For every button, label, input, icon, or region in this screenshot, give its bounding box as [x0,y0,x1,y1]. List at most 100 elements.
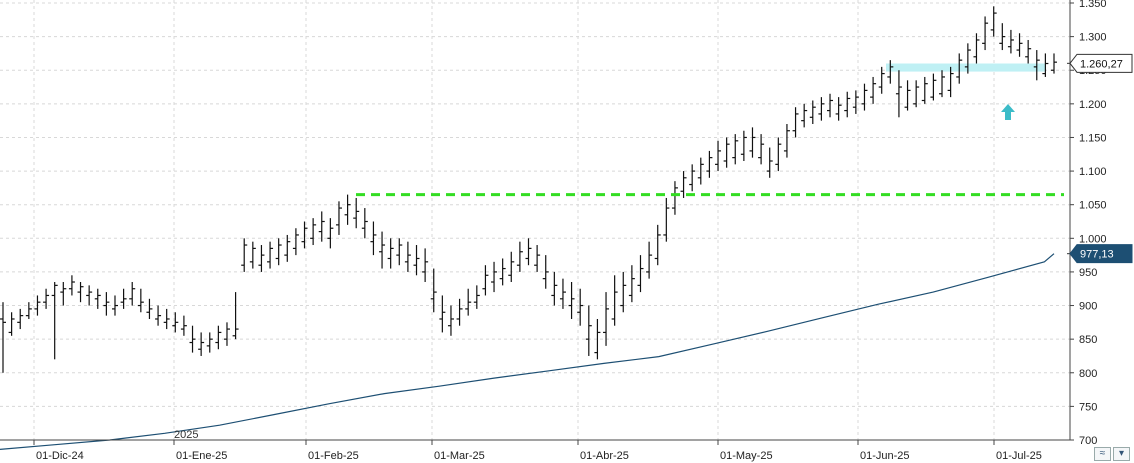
ohlc-bar [1051,53,1057,74]
year-marker: 2025 [174,429,198,441]
y-tick-label: 900 [1079,301,1097,313]
x-tick-label: 01-Abr-25 [580,450,629,462]
ohlc-bar [335,201,342,235]
ohlc-bar [17,308,24,330]
ohlc-bar [534,245,541,272]
ohlc-bar [189,325,196,353]
ohlc-bar [120,288,127,309]
ohlc-bar [439,295,446,333]
resistance-zone [886,63,1046,72]
x-tick-label: 01-Dic-24 [36,450,84,462]
moving-average-flag: 977,13 [1067,244,1133,264]
ohlc-bar [663,197,670,242]
ohlc-bar [904,80,911,111]
y-tick-label: 1.000 [1079,233,1107,245]
ohlc-bar [318,211,325,242]
ohlc-bar [68,275,75,296]
ohlc-bar [223,322,230,346]
ohlc-bar [973,33,980,64]
ohlc-bar [379,231,386,269]
plot-area[interactable] [0,0,1070,440]
ohlc-bar [680,171,687,198]
ohlc-bars [0,6,1057,373]
ohlc-bar [982,16,989,51]
ohlc-bar [267,241,274,269]
ohlc-bar [516,241,523,272]
ohlc-bar [129,282,136,306]
ohlc-bar [766,147,773,178]
ohlc-bar [241,238,248,272]
collapse-icon[interactable]: ▾ [1113,447,1130,461]
x-tick-label: 01-Jul-25 [996,450,1042,462]
ohlc-bar [413,245,420,276]
x-tick-label: 01-May-25 [720,450,773,462]
ohlc-bar [284,234,291,262]
ohlc-bar [620,271,627,313]
ohlc-bar [758,134,765,165]
ohlc-bar [792,107,799,138]
ohlc-bar [155,305,162,326]
y-tick-label: 1.350 [1079,0,1107,10]
ohlc-bar [697,157,704,185]
moving-average-line [0,253,1055,450]
ohlc-bar [835,97,842,121]
ohlc-bar [990,6,997,37]
ohlc-bar [361,208,368,239]
ohlc-bar [482,265,489,296]
ohlc-bar [249,241,256,269]
y-tick-label: 1.100 [1079,166,1107,178]
ohlc-bar [387,238,394,269]
ohlc-bar [404,241,411,272]
ohlc-bar [706,150,713,178]
ohlc-bar [715,140,722,172]
x-tick-label: 01-Ene-25 [176,450,227,462]
y-tick-label: 1.150 [1079,132,1107,144]
ohlc-bar [809,100,816,125]
ohlc-bar [861,83,868,111]
ohlc-bar [215,325,222,350]
ohlc-bar [430,268,437,313]
up-arrow-icon [1001,104,1015,120]
ohlc-bar [163,308,170,330]
ohlc-bar [956,53,963,84]
ohlc-bar [1033,50,1040,81]
ohlc-bar [628,265,635,303]
x-tick-label: 01-Jun-25 [860,450,910,462]
ohlc-bar [456,298,463,326]
ohlc-bar [301,221,308,249]
x-tick-label: 01-Feb-25 [308,450,359,462]
y-tick-label: 700 [1079,435,1097,447]
ohlc-bar [852,90,859,114]
scale-toggle-icon[interactable]: ≈ [1094,447,1111,461]
ohlc-bar [603,292,610,346]
ohlc-bar [258,245,265,272]
gridlines [0,0,1070,441]
y-tick-label: 1.200 [1079,99,1107,111]
flag-label: 977,13 [1080,249,1114,261]
ohlc-bar [749,127,756,158]
ohlc-bar [43,288,50,309]
ohlc-bar [232,292,239,340]
ohlc-bar [180,315,187,336]
ohlc-bar [353,197,360,229]
y-tick-label: 750 [1079,401,1097,413]
y-tick-label: 800 [1079,368,1097,380]
ohlc-bar [422,248,429,283]
ohlc-bar [344,194,351,225]
y-tick-label: 1.050 [1079,200,1107,212]
ohlc-bar [740,130,747,161]
ohlc-bar [396,238,403,266]
ohlc-bar [999,23,1006,51]
flag-label: 1.260,27 [1080,58,1123,70]
ohlc-bar [25,302,32,319]
ohlc-bar [34,295,41,316]
ohlc-bar [499,258,506,286]
ohlc-bar [827,93,834,118]
ohlc-bar [801,103,808,128]
ohlc-bar [447,305,454,336]
ohlc-bar [525,238,532,266]
ohlc-bar [585,305,592,356]
ohlc-bar [775,137,782,172]
ohlc-bar [103,292,110,316]
